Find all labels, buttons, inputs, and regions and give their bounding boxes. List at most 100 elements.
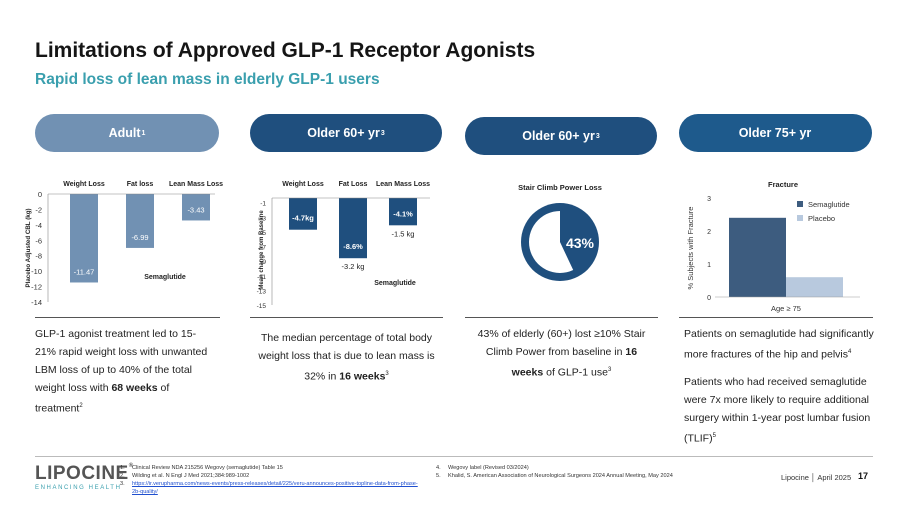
page-subtitle: Rapid loss of lean mass in elderly GLP-1… <box>35 71 380 88</box>
desc-emphasis: 16 weeks <box>339 370 386 383</box>
chart1-bar <box>126 194 154 248</box>
reference-num: 4. <box>436 465 441 471</box>
chart4-tick-label: 3 <box>707 196 711 203</box>
desc-paragraph: Patients on semaglutide had significantl… <box>684 325 874 364</box>
chart4-legend-label: Placebo <box>808 214 835 223</box>
divider <box>250 317 443 318</box>
chart1-tick-label: -4 <box>35 221 42 230</box>
reference-item: 5. Khalid, S. American Association of Neu… <box>436 472 756 480</box>
desc-emphasis: 16 weeks <box>511 346 638 379</box>
chart4-legend-swatch <box>797 201 803 207</box>
reference-num: 1. <box>120 465 125 471</box>
column-pill-adult: Adult 1 <box>35 114 219 152</box>
desc-ref: 5 <box>712 432 716 439</box>
chart1-value-label: -3.43 <box>187 205 204 214</box>
chart1-value-label: -11.47 <box>74 267 95 276</box>
page-title: Limitations of Approved GLP-1 Receptor A… <box>35 39 536 62</box>
chart2-below-label: -1.5 kg <box>392 229 415 238</box>
logo-registered: ® <box>128 463 134 469</box>
desc-text: 43% of elderly (60+) lost ≥10% Stair Cli… <box>477 328 646 358</box>
chart1-series-label: Semaglutide <box>144 274 186 281</box>
chart4-title: Fracture <box>768 180 798 189</box>
chart2-bar <box>389 198 417 226</box>
chart4-bar-placebo <box>786 277 843 297</box>
chart4-ylabel: % Subjects with Fracture <box>686 207 695 290</box>
chart2-tick-label: -5 <box>260 230 266 237</box>
chart1-ylabel: Placebo Adjusted CBL (kg) <box>25 208 32 287</box>
reference-item: 3. https://ir.verupharma.com/news-events/… <box>120 480 420 496</box>
desc-text: of treatment <box>35 382 170 415</box>
reference-num: 3. <box>120 481 125 487</box>
reference-num: 2. <box>120 473 125 479</box>
desc-ref: 3 <box>385 371 389 377</box>
reference-item: 2. Wilding et al. N Engl J Med 2021;384:9… <box>120 472 420 480</box>
desc-emphasis: 68 weeks <box>111 382 158 394</box>
description-older-60-lean: The median percentage of total body weig… <box>255 329 438 386</box>
reference-link[interactable]: https://ir.verupharma.com/news-events/pr… <box>132 481 418 495</box>
chart1-bar <box>70 194 98 283</box>
chart2-value-label: -4.1% <box>393 209 413 218</box>
chart1-tick-label: 0 <box>38 190 42 199</box>
description-older-75: Patients on semaglutide had significantl… <box>684 325 874 447</box>
chart1-tick-label: -14 <box>31 298 42 307</box>
logo-tagline: ENHANCING HEALTH <box>35 485 122 491</box>
chart4-tick-label: 2 <box>707 229 711 236</box>
desc-text: Patients who had received semaglutide we… <box>684 375 871 445</box>
references-right: 4. Wegovy label (Revised 03/2024) 5. Khali… <box>436 464 756 480</box>
desc-text: of GLP-1 use <box>543 366 608 379</box>
chart4-tick-label: 0 <box>707 295 711 302</box>
pill-sup: 3 <box>380 129 385 137</box>
desc-ref: 4 <box>848 349 852 355</box>
chart1-category-label: Fat loss <box>127 181 154 188</box>
brand-date: Lipocine │ April 2025 <box>781 473 852 482</box>
chart3-remainder-slice <box>529 211 574 273</box>
chart1-tick-label: -12 <box>31 283 42 292</box>
desc-ref: 3 <box>607 367 612 373</box>
divider <box>679 317 873 318</box>
chart2-tick-label: -9 <box>260 259 266 266</box>
chart2-value-label: -8.6% <box>343 242 363 251</box>
reference-item: 1. Clinical Review NDA 215256 Wegovy (sem… <box>120 464 420 472</box>
page-number: 17 <box>858 471 869 481</box>
chart4-category-label: Age ≥ 75 <box>771 304 801 313</box>
reference-text: Wegovy label (Revised 03/2024) <box>448 465 529 471</box>
reference-text: Wilding et al. N Engl J Med 2021;384:989… <box>132 473 250 479</box>
chart4-legend-swatch <box>797 215 803 221</box>
pill-label: Older 60+ yr <box>307 126 380 140</box>
chart3-slice-label: 43% <box>566 235 595 251</box>
chart1-tick-label: -8 <box>35 252 42 261</box>
pill-sup: 1 <box>141 129 146 137</box>
chart2-tick-label: -3 <box>260 215 266 222</box>
column-pill-older-60-b: Older 60+ yr 3 <box>465 117 657 155</box>
company-logo: LIPOCINE® ENHANCING HEALTH <box>35 463 134 491</box>
logo-word: LIPOCINE® <box>35 463 134 485</box>
chart2-category-label: Fat Loss <box>339 181 368 188</box>
column-pill-older-75: Older 75+ yr <box>679 114 872 152</box>
chart1-tick-label: -10 <box>31 267 42 276</box>
footer-divider <box>35 456 873 457</box>
divider <box>465 317 658 318</box>
chart2-series-label: Semaglutide <box>374 280 416 287</box>
chart1-tick-label: -2 <box>35 205 42 214</box>
chart1-category-label: Weight Loss <box>63 181 105 188</box>
chart1-category-label: Lean Mass Loss <box>169 181 223 188</box>
chart2-tick-label: -11 <box>257 274 266 281</box>
chart1-tick-label: -6 <box>35 236 42 245</box>
chart2-tick-label: -13 <box>257 288 267 295</box>
chart4-legend-label: Semaglutide <box>808 200 850 209</box>
chart2-bar <box>289 198 317 230</box>
reference-text: Khalid, S. American Association of Neuro… <box>448 473 673 479</box>
chart3-title: Stair Climb Power Loss <box>518 183 602 192</box>
chart2-tick-label: -15 <box>257 303 267 310</box>
description-adult: GLP-1 agonist treatment led to 15-21% ra… <box>35 325 215 418</box>
desc-text: Patients on semaglutide had significantl… <box>684 328 874 361</box>
pill-label: Adult <box>108 126 141 140</box>
chart2-tick-label: -1 <box>260 201 266 208</box>
pill-sup: 3 <box>595 132 600 140</box>
logo-text: LIPOCINE <box>35 463 129 484</box>
desc-text: GLP-1 agonist treatment led to 15-21% ra… <box>35 328 208 394</box>
chart2-category-label: Weight Loss <box>282 181 324 188</box>
desc-text: The median percentage of total body weig… <box>258 332 435 383</box>
chart2-bar <box>339 198 367 259</box>
